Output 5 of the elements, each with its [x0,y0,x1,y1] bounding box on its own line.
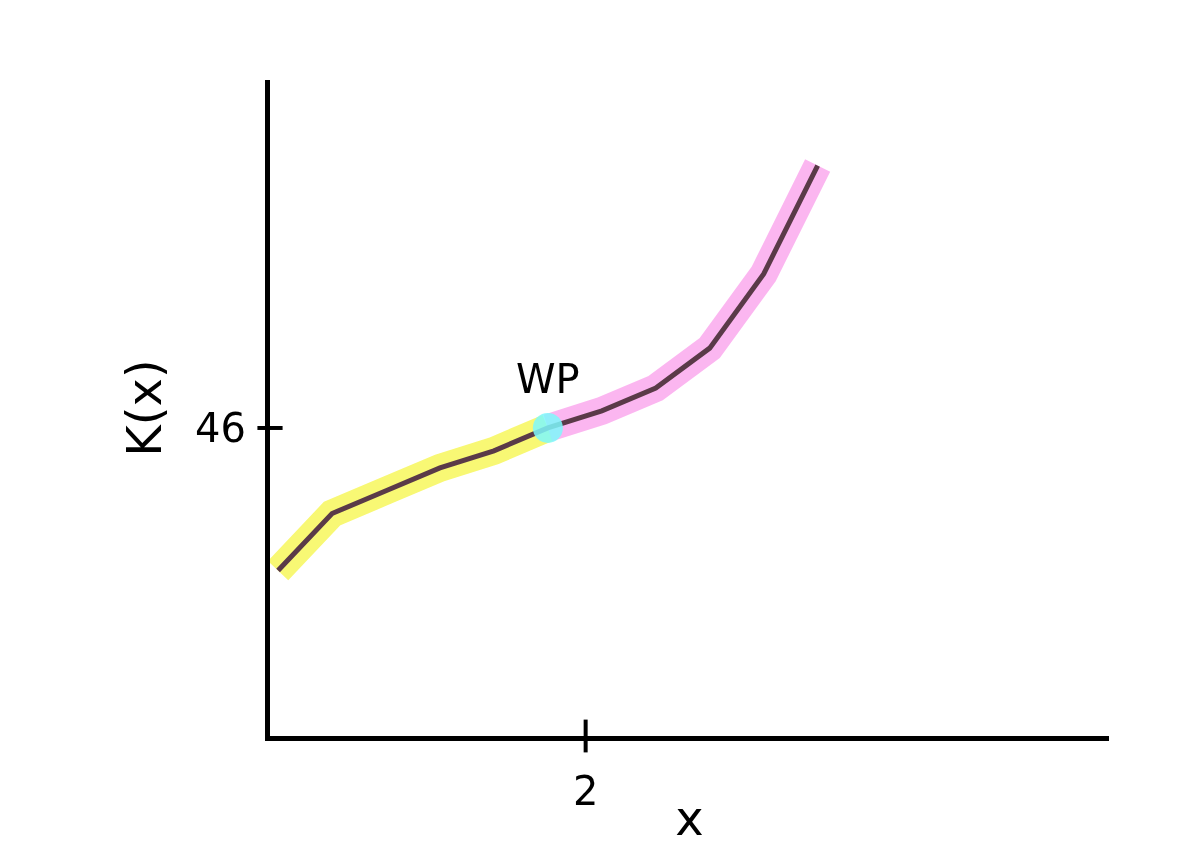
text: 46 [195,405,246,451]
text: 2 [573,768,599,814]
y-axis-title: K(x) [115,359,172,457]
annotation: WP [516,356,580,402]
x-axis-title: x [675,790,704,846]
